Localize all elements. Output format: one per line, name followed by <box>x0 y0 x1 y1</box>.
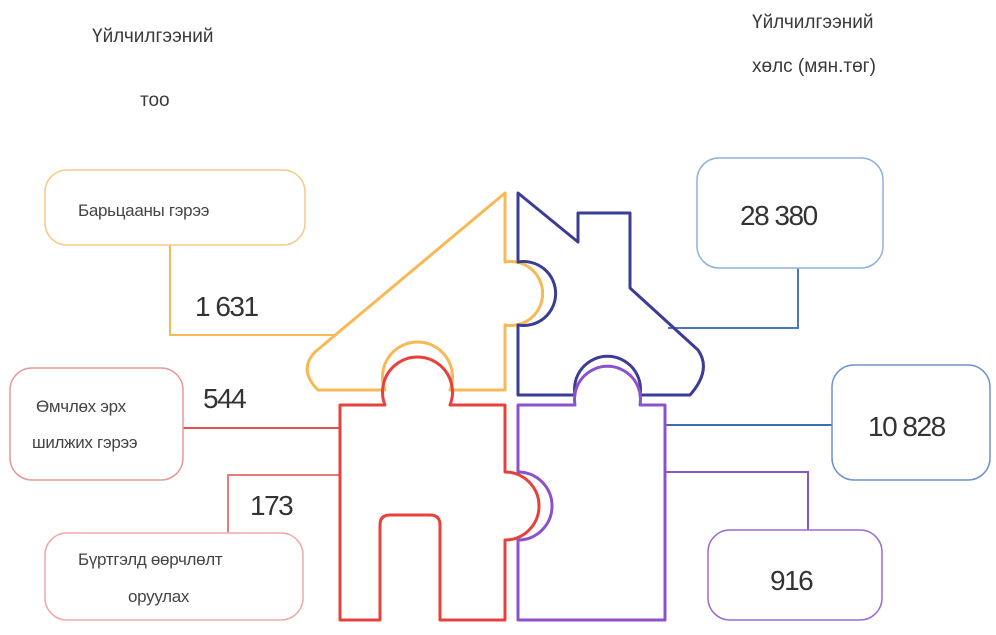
value-box <box>831 364 991 481</box>
left-header: тоо <box>140 90 170 111</box>
service-count: 173 <box>250 490 293 521</box>
connector <box>169 245 335 336</box>
connector <box>668 268 799 329</box>
puzzle-piece <box>516 364 667 622</box>
service-fee: 28 380 <box>740 200 818 231</box>
right-header: Үйлчилгээний <box>752 12 874 33</box>
connector <box>665 471 809 530</box>
service-label: Барьцааны гэрээ <box>78 201 209 220</box>
left-header: Үйлчилгээний <box>92 26 214 47</box>
value-box <box>696 157 884 269</box>
puzzle-piece <box>338 355 541 622</box>
service-fee: 916 <box>770 565 813 596</box>
service-label: шилжих гэрээ <box>32 433 137 452</box>
service-count: 1 631 <box>195 291 258 322</box>
puzzle-piece <box>305 191 545 392</box>
connector <box>227 474 340 535</box>
label-box <box>44 169 306 246</box>
puzzle-piece <box>516 191 705 397</box>
service-count: 544 <box>203 383 246 414</box>
service-label: Өмчлөх эрх <box>36 397 127 416</box>
service-label: Бүртгэлд өөрчлөлт <box>78 550 223 569</box>
service-label: оруулах <box>128 587 190 606</box>
right-header: хөлс (мян.төг) <box>752 56 876 77</box>
service-fee: 10 828 <box>868 411 946 442</box>
value-box <box>707 529 883 621</box>
label-box <box>9 367 184 481</box>
label-box <box>44 532 304 621</box>
